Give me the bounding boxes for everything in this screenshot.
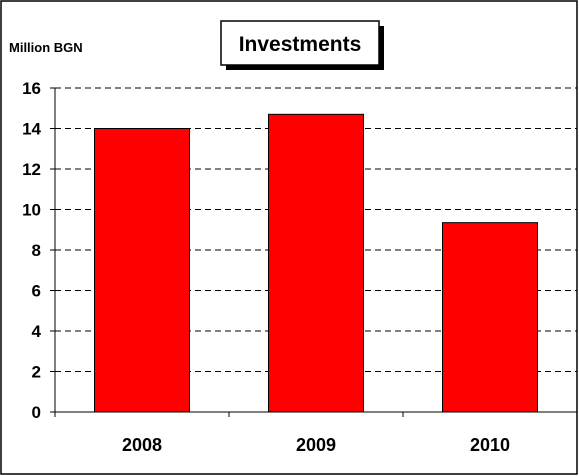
y-tick-label: 0 [32, 403, 41, 422]
x-tick-label: 2010 [470, 435, 510, 455]
y-tick-labels: 0 2 4 6 8 10 12 14 16 [22, 79, 41, 422]
bar-2009 [268, 113, 364, 413]
x-tick-label: 2009 [296, 435, 336, 455]
y-axis-unit-label: Million BGN [9, 40, 83, 55]
y-tick-label: 4 [32, 322, 42, 341]
bar-2008 [94, 128, 190, 413]
y-tick-label: 8 [32, 241, 41, 260]
y-tick-label: 10 [22, 201, 41, 220]
bars [94, 113, 538, 413]
y-tick-label: 2 [32, 363, 41, 382]
x-tick-labels: 2008 2009 2010 [122, 435, 510, 455]
y-tick-label: 6 [32, 282, 41, 301]
title-box [220, 20, 380, 66]
bar-2010 [442, 222, 538, 413]
y-tick-label: 14 [22, 120, 41, 139]
chart-title: Investments [239, 33, 362, 56]
x-tick-label: 2008 [122, 435, 162, 455]
axes [50, 87, 578, 417]
y-tick-label: 16 [22, 79, 41, 98]
y-tick-label: 12 [22, 160, 41, 179]
